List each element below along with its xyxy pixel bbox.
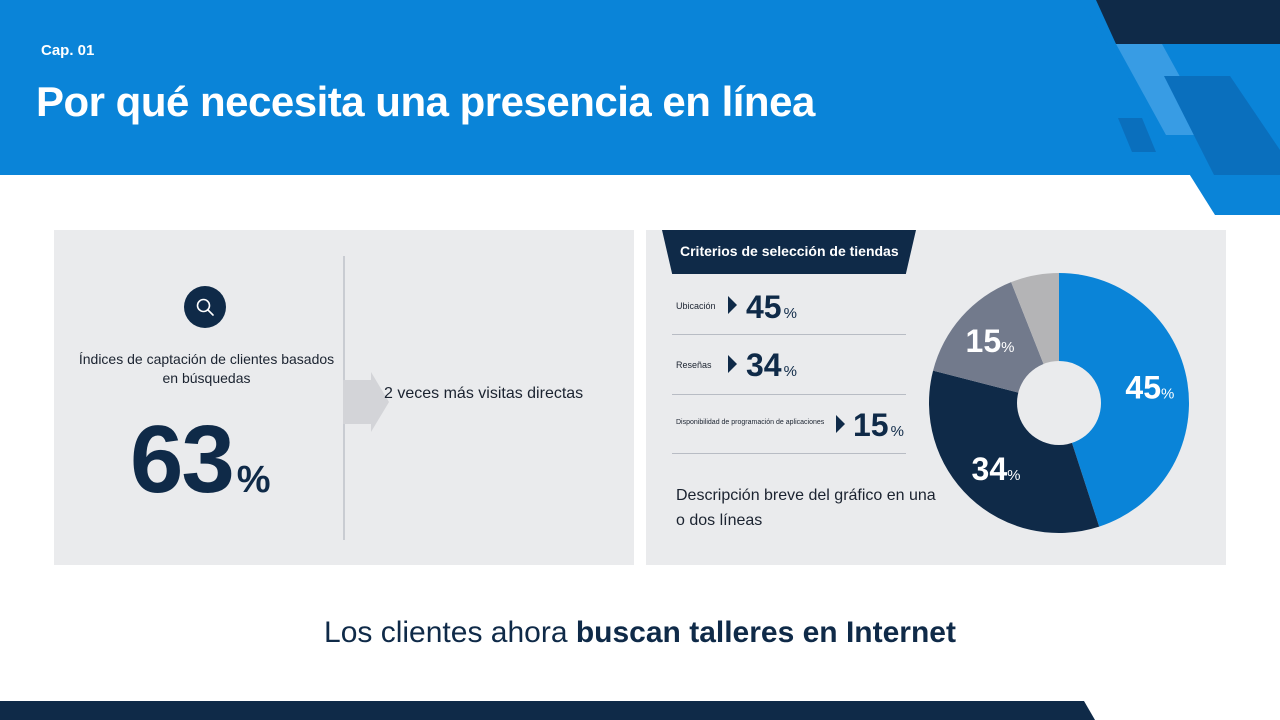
criteria-row-reviews: Reseñas 34% [676,335,908,393]
triangle-right-icon [728,355,737,373]
metric-unit: % [236,459,271,501]
footer-bar [0,701,1095,720]
pie-data-label: 45% [1125,370,1174,406]
criteria-row-location: Ubicación 45% [676,276,908,334]
metric-label: Índices de captación de clientes basados… [78,351,335,386]
header-band: Cap. 01 Por qué necesita una presencia e… [0,0,1280,175]
chapter-label: Cap. 01 [41,42,95,59]
criteria-value: 15% [853,407,904,443]
page-title: Por qué necesita una presencia en línea [36,78,815,125]
triangle-right-icon [728,296,737,314]
comparison-text: 2 veces más visitas directas [384,385,584,402]
metric-number: 63 [130,406,235,513]
chart-description: Descripción breve del gráfico en una o d… [676,487,936,529]
criteria-value: 45% [746,289,797,325]
metric-value: 63% [130,412,330,508]
search-metric-panel: Índices de captación de clientes basados… [54,230,634,565]
pie-slice [933,282,1059,403]
criteria-label: Ubicación [676,301,716,311]
criteria-title-tab [662,230,916,274]
tagline-regular: Los clientes ahora [324,616,576,649]
triangle-right-icon [836,415,845,433]
arrow-right-icon [343,372,389,432]
criteria-row-scheduling: Disponibilidad de programación de aplica… [676,395,908,453]
header-decoration [1080,0,1280,215]
criteria-label: Disponibilidad de programación de aplica… [676,419,825,426]
pie-data-label: 34% [972,451,1021,487]
pie-slice [1059,273,1189,527]
donut-chart: 45% 34% 15% [929,273,1189,533]
criteria-title: Criterios de selección de tiendas [680,243,899,259]
search-icon [184,286,226,328]
row-divider [672,453,906,454]
criteria-value: 34% [746,347,797,383]
pie-data-label: 15% [966,323,1015,359]
tagline-bold: buscan talleres en Internet [575,616,956,649]
criteria-label: Reseñas [676,360,712,370]
donut-hole [1017,361,1101,445]
row-divider [672,394,906,395]
tagline: Los clientes ahora buscan talleres en In… [0,616,1280,650]
store-criteria-panel: Criterios de selección de tiendas Ubicac… [646,230,1226,565]
row-divider [672,334,906,335]
